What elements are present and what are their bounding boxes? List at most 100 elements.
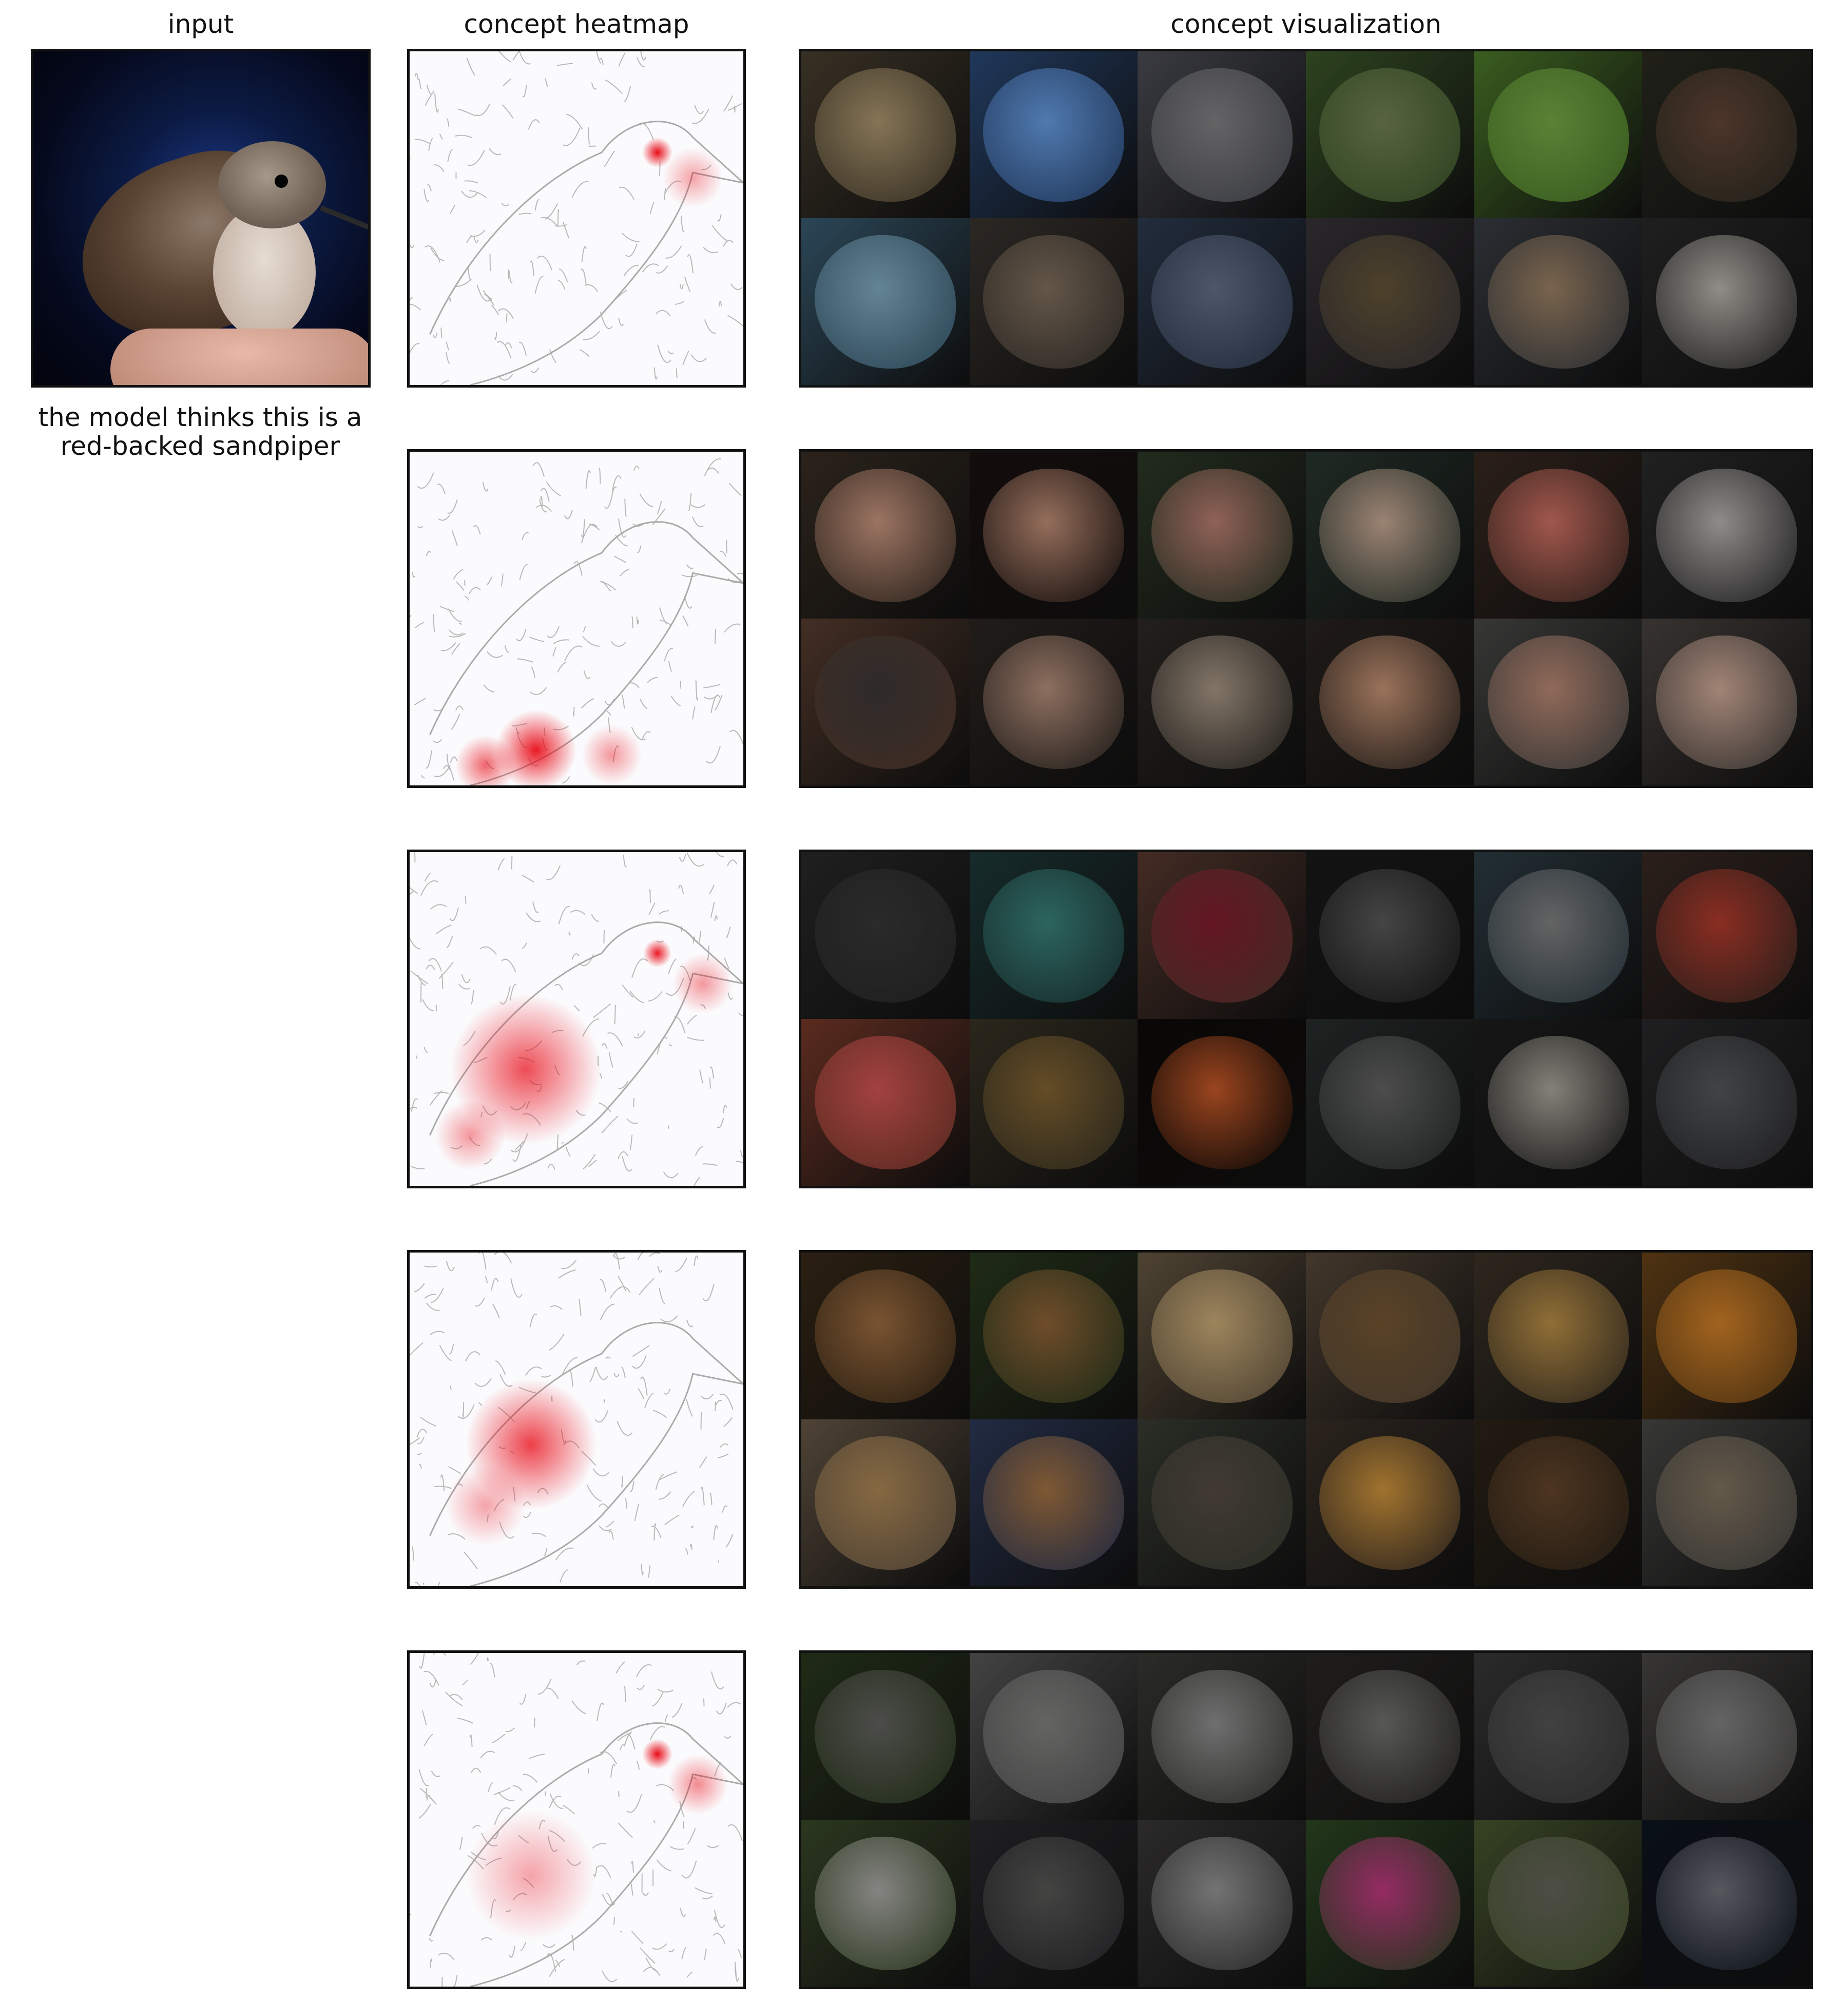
- edge-line: [690, 354, 707, 362]
- edge-line: [498, 51, 511, 63]
- edge-line: [650, 1726, 665, 1740]
- concept-region: [815, 468, 956, 602]
- edge-line: [455, 705, 464, 711]
- example-image-tile: [1138, 1653, 1306, 1820]
- edge-line: [723, 1417, 733, 1428]
- edge-line: [534, 199, 540, 210]
- edge-line: [610, 1763, 616, 1778]
- edge-line: [659, 1287, 666, 1304]
- concept-region: [1656, 68, 1797, 202]
- edge-line: [561, 1357, 578, 1376]
- edge-line: [596, 51, 602, 64]
- edge-line: [606, 1893, 613, 1904]
- edge-line: [510, 1278, 523, 1298]
- edge-line: [657, 344, 671, 363]
- heat-hotspot: [642, 137, 673, 168]
- edge-line: [542, 1943, 555, 1948]
- concept-region: [815, 1669, 956, 1803]
- edge-line: [605, 1356, 611, 1359]
- edge-line: [680, 216, 685, 233]
- example-image-tile: [969, 1253, 1138, 1419]
- edge-line: [710, 695, 721, 714]
- example-image-tile: [1138, 51, 1306, 218]
- edge-line: [410, 296, 413, 301]
- example-image-tile: [1305, 1253, 1474, 1419]
- edge-line: [479, 946, 497, 955]
- edge-line: [637, 545, 642, 553]
- edge-line: [586, 1484, 602, 1502]
- edge-line: [517, 658, 533, 663]
- edge-line: [723, 95, 734, 112]
- edge-line: [419, 1787, 437, 1805]
- edge-line: [655, 1474, 664, 1490]
- edge-line: [611, 475, 622, 491]
- edge-line: [664, 1714, 668, 1722]
- example-image-tile: [801, 1820, 970, 1987]
- edge-line: [601, 1115, 619, 1134]
- edge-line: [420, 1417, 436, 1427]
- edge-line: [702, 1895, 713, 1899]
- edge-line: [655, 310, 671, 317]
- example-image-tile: [1305, 51, 1474, 218]
- edge-line: [588, 1159, 598, 1167]
- example-image-tile: [1474, 1820, 1643, 1987]
- edge-line: [727, 315, 743, 326]
- edge-line: [596, 1703, 605, 1721]
- example-image-tile: [801, 1653, 970, 1820]
- visualization-column-title: concept visualization: [1170, 9, 1441, 39]
- edge-line: [648, 1253, 661, 1257]
- edge-line: [539, 499, 548, 513]
- edge-line: [571, 953, 580, 960]
- edge-line: [725, 1534, 733, 1548]
- edge-line: [648, 902, 656, 915]
- edge-line: [511, 856, 513, 870]
- concept-visualization-grid: [799, 49, 1813, 388]
- concept-region: [815, 869, 956, 1003]
- concept-region: [1319, 1836, 1461, 1970]
- edge-line: [622, 233, 640, 242]
- edge-line: [410, 615, 412, 618]
- edge-line: [610, 641, 627, 647]
- edge-line: [512, 1145, 522, 1162]
- edge-line: [674, 1016, 686, 1034]
- edge-line: [410, 1166, 425, 1169]
- concept-region: [983, 1669, 1125, 1803]
- edge-line: [426, 84, 433, 95]
- edge-line: [639, 1947, 656, 1964]
- edge-line: [608, 1052, 613, 1068]
- edge-line: [653, 1820, 656, 1823]
- edge-line: [621, 1366, 626, 1378]
- edge-line: [633, 1030, 646, 1038]
- edge-line: [631, 1931, 644, 1944]
- edge-line: [691, 516, 704, 527]
- edge-line: [529, 1753, 545, 1759]
- edge-line: [724, 1735, 732, 1739]
- edge-line: [710, 901, 715, 918]
- edge-line: [503, 78, 512, 87]
- edge-line: [413, 1283, 425, 1293]
- edge-line: [691, 108, 709, 124]
- edge-line: [411, 1098, 418, 1112]
- edge-line: [737, 1949, 742, 1958]
- concept-region: [1319, 1269, 1461, 1403]
- edge-line: [624, 1686, 626, 1702]
- concept-region: [1151, 635, 1293, 769]
- edge-line: [540, 496, 543, 507]
- edge-line: [552, 647, 556, 657]
- edge-line: [703, 1698, 705, 1706]
- edge-line: [589, 1366, 596, 1382]
- edge-line: [641, 1564, 644, 1575]
- example-image-tile: [969, 619, 1138, 785]
- edge-line: [576, 1660, 586, 1665]
- example-image-tile: [1642, 452, 1811, 619]
- edge-line: [566, 113, 583, 130]
- concept-region: [1656, 1269, 1797, 1403]
- edge-line: [453, 1975, 458, 1987]
- edge-line: [433, 1092, 449, 1094]
- concept-region: [815, 1269, 956, 1403]
- edge-line: [647, 677, 658, 683]
- edge-line: [496, 341, 512, 359]
- edge-line: [615, 1661, 625, 1674]
- edge-line: [640, 1376, 648, 1396]
- edge-line: [519, 1693, 527, 1705]
